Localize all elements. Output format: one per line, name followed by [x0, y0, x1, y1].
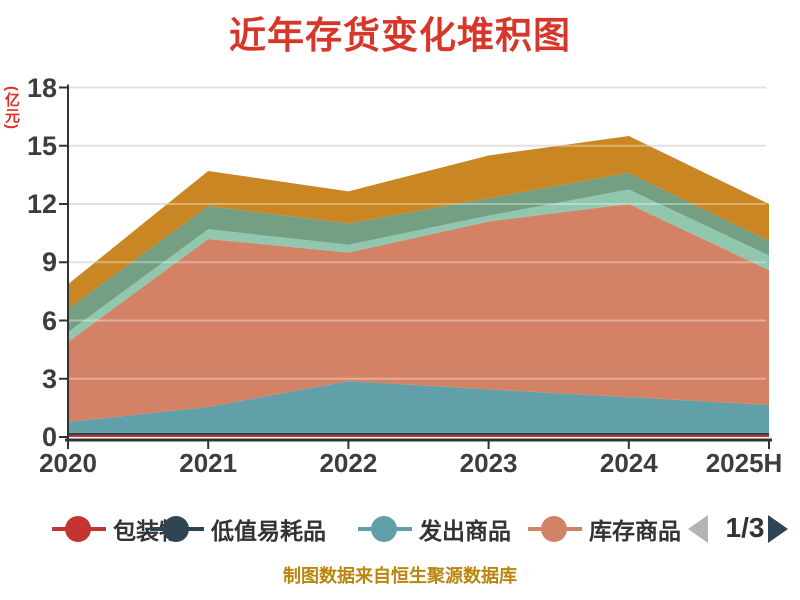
y-tick-label: 18 — [26, 72, 57, 103]
y-tick-label: 3 — [41, 363, 57, 394]
area-series-0 — [68, 435, 769, 437]
area-series-6 — [68, 136, 769, 309]
legend-marker-icon — [358, 514, 412, 544]
footer-source-note: 制图数据来自恒生聚源数据库 — [283, 566, 517, 586]
legend-item-fachushangpin[interactable]: 发出商品 — [358, 513, 511, 545]
area-series-2 — [68, 381, 769, 433]
legend-item-label: 低值易耗品 — [211, 518, 326, 544]
legend-item-kucunshangpin[interactable]: 库存商品 — [528, 513, 681, 545]
y-axis-unit-label: (亿元) — [3, 86, 20, 130]
y-tick-label: 15 — [26, 130, 57, 161]
y-tick-label: 0 — [41, 422, 57, 452]
y-tick-label: 12 — [26, 189, 57, 219]
x-tick-label: 2022 — [319, 448, 378, 478]
x-tick-label: 2024 — [599, 448, 658, 478]
area-series-1 — [68, 432, 769, 436]
area-series-5 — [68, 172, 769, 333]
legend-item-label: 库存商品 — [589, 518, 681, 544]
legend-item-label: 发出商品 — [419, 518, 511, 544]
page-title: 近年存货变化堆积图 — [229, 15, 571, 56]
area-series-3 — [68, 204, 769, 423]
legend-marker-icon — [52, 514, 106, 544]
pager-label: 1/3 — [725, 512, 765, 543]
x-tick-label: 2021 — [179, 448, 238, 478]
x-tick-label: 2020 — [39, 448, 97, 478]
legend-marker-icon — [528, 514, 582, 544]
y-tick-label: 6 — [41, 305, 57, 336]
x-tick-label: 2025H — [705, 448, 783, 478]
pager-next-icon[interactable] — [768, 515, 788, 543]
legend-marker-icon — [150, 514, 204, 544]
y-tick-label: 9 — [41, 247, 57, 278]
x-tick-label: 2023 — [459, 448, 518, 478]
pager-prev-icon[interactable] — [688, 515, 708, 543]
legend-item-dizhiyihaopin[interactable]: 低值易耗品 — [150, 513, 326, 545]
